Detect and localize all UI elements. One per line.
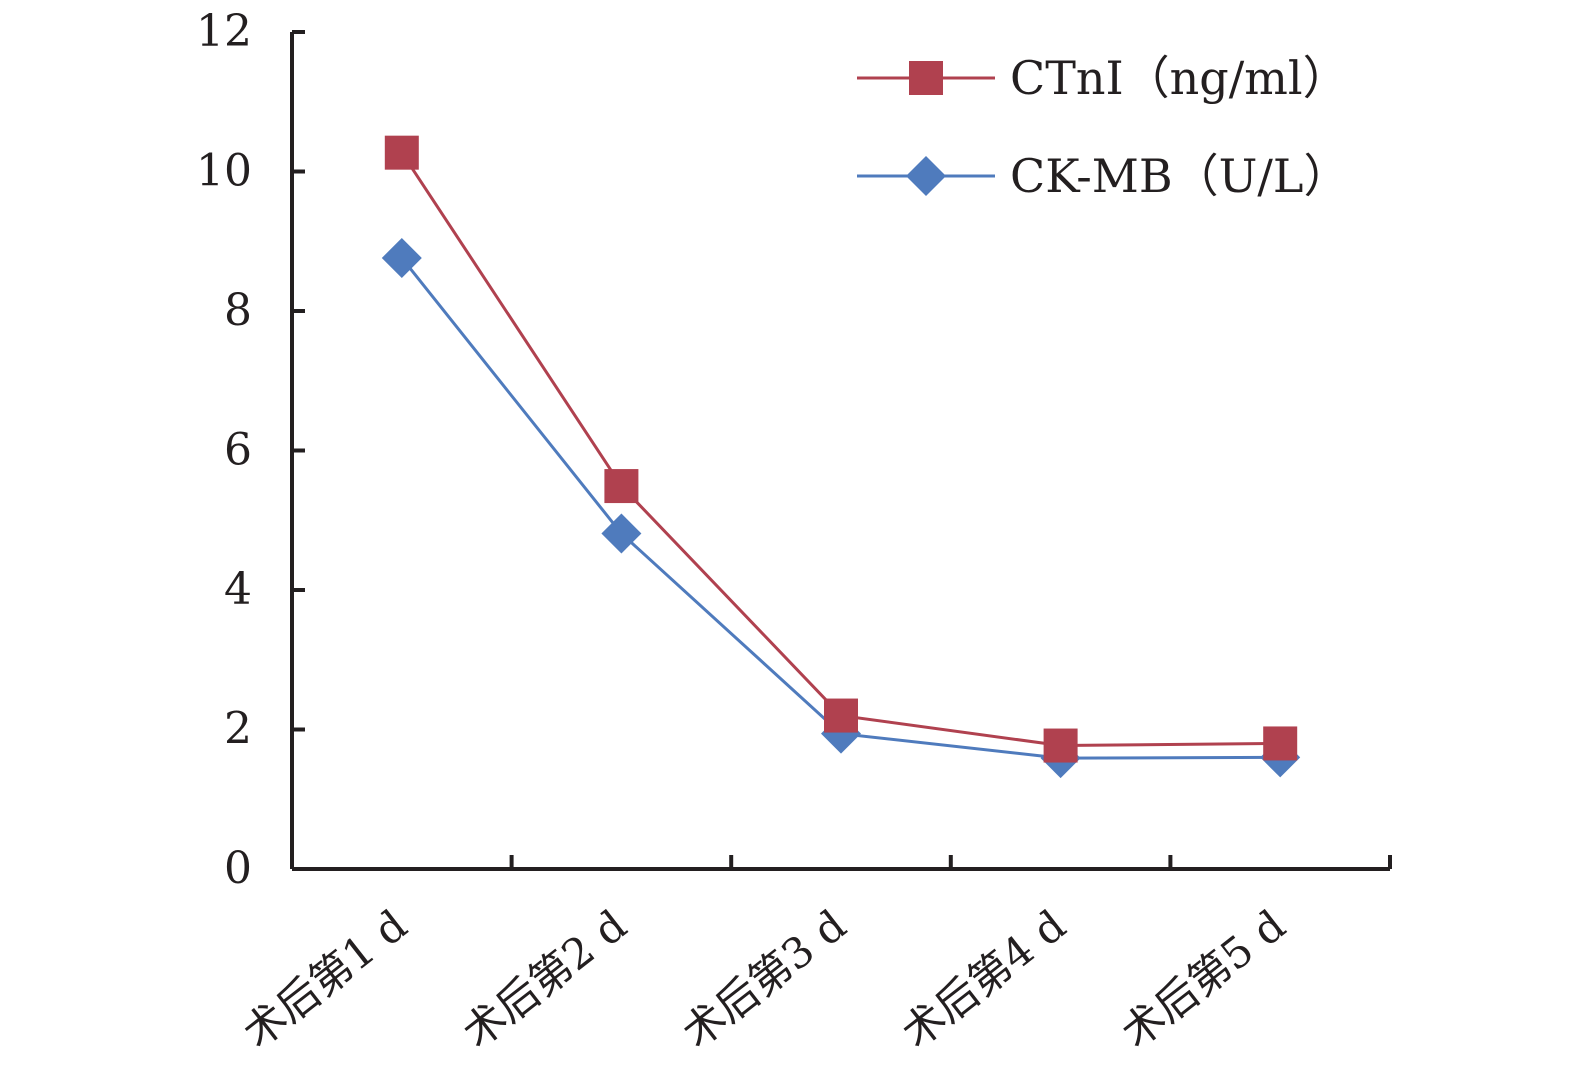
y-tick-label: 2 bbox=[224, 704, 252, 755]
y-tick-label: 0 bbox=[224, 843, 252, 894]
x-axis-ticks: 术后第1 d 术后第2 d 术后第3 d 术后第4 d 术后第5 d bbox=[234, 855, 1392, 1058]
x-category-label: 术后第4 d bbox=[893, 900, 1075, 1057]
legend-marker-1 bbox=[906, 156, 946, 196]
y-axis-ticks: 0 2 4 6 8 10 12 bbox=[196, 6, 305, 894]
x-category-label: 术后第2 d bbox=[453, 900, 635, 1057]
data-point-0-4 bbox=[1263, 726, 1298, 761]
x-category-label: 术后第1 d bbox=[234, 900, 416, 1057]
legend-label-1: CK-MB（U/L） bbox=[1010, 149, 1349, 203]
data-point-0-2 bbox=[824, 698, 858, 733]
y-tick-label: 10 bbox=[196, 146, 252, 197]
data-point-0-3 bbox=[1043, 728, 1078, 763]
legend-marker-0 bbox=[909, 61, 943, 95]
legend: CTnI（ng/ml） CK-MB（U/L） bbox=[857, 51, 1349, 203]
data-point-1-1 bbox=[601, 513, 642, 554]
legend-label-0: CTnI（ng/ml） bbox=[1010, 51, 1349, 105]
y-tick-label: 4 bbox=[224, 564, 252, 615]
y-tick-label: 12 bbox=[196, 6, 252, 57]
series-layer bbox=[381, 135, 1301, 779]
x-category-label: 术后第3 d bbox=[673, 900, 855, 1057]
y-tick-label: 8 bbox=[224, 285, 252, 336]
y-tick-label: 6 bbox=[224, 425, 252, 476]
x-category-label: 术后第5 d bbox=[1112, 900, 1294, 1057]
data-point-1-0 bbox=[381, 237, 422, 278]
series-line-1 bbox=[400, 257, 1281, 760]
data-point-0-1 bbox=[604, 469, 639, 504]
data-point-0-0 bbox=[384, 135, 419, 170]
series-line-0 bbox=[400, 151, 1281, 748]
